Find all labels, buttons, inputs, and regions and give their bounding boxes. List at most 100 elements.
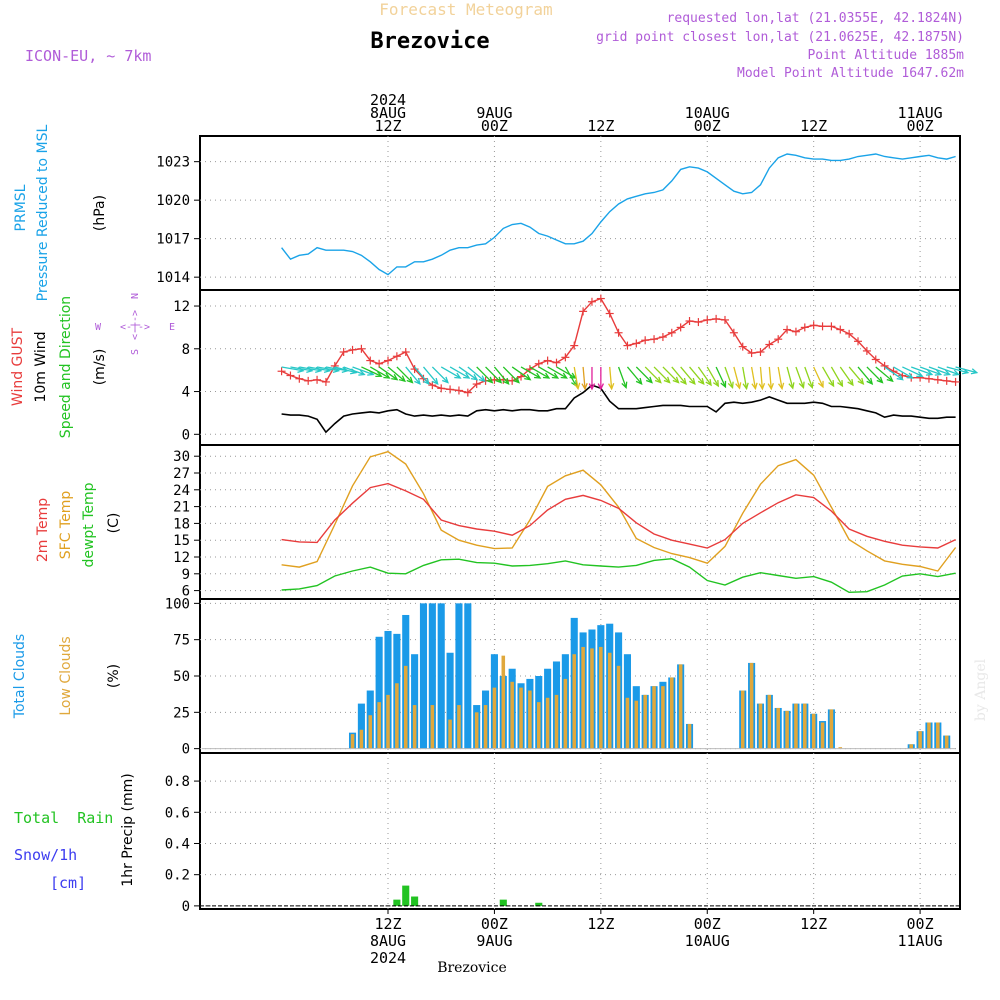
station-title: Brezovice (370, 29, 489, 54)
wind-arrow-shaft (875, 366, 894, 382)
wind-arrow (538, 366, 560, 379)
wind-arrow-head (767, 383, 774, 391)
gust-marker (587, 297, 596, 306)
low-cloud-bar (820, 722, 825, 749)
gust-marker (854, 337, 863, 346)
wind-arrow (724, 366, 734, 390)
gust-marker (658, 333, 667, 342)
wind-arrow-head (876, 376, 884, 384)
pressure-ytick-label: 1023 (156, 155, 190, 171)
wind-arrow (733, 366, 742, 390)
gust-marker (871, 355, 880, 364)
gust-marker (765, 340, 774, 349)
low-cloud-bar (785, 710, 789, 749)
wind-arrow-shaft (325, 366, 348, 372)
low-cloud-bar (909, 744, 913, 749)
wind-arrow (573, 366, 581, 391)
low-cloud-bar (652, 686, 656, 749)
compass-south: S (130, 349, 141, 355)
low-cloud-bar (519, 687, 523, 749)
gust-marker (454, 386, 463, 395)
pressure-title-line-1: Pressure Reduced to MSL (35, 124, 51, 301)
panels-layer (199, 135, 961, 910)
wind-arrow-shaft (626, 366, 643, 385)
wind-arrow-head (807, 381, 814, 390)
watermark: by Angel (973, 658, 989, 721)
gust-marker (623, 341, 632, 350)
wind-arrow (529, 366, 551, 379)
top-time-label: 00Z (481, 117, 508, 135)
low-cloud-bar (430, 705, 435, 749)
wind-arrow-shaft (671, 366, 687, 385)
wind-line (281, 384, 956, 434)
low-cloud-bar (829, 709, 834, 749)
wind-arrow (689, 366, 705, 385)
wind-arrow-shaft (405, 366, 421, 385)
wind-arrow-head (705, 378, 712, 387)
wind-arrow-shaft (786, 366, 794, 389)
wind-arrow-shaft (334, 366, 357, 374)
gust-marker (463, 388, 472, 397)
gust-marker (401, 348, 410, 356)
wind-ytick-label: 4 (182, 385, 190, 401)
low-cloud-bar (838, 747, 843, 749)
low-cloud-bar (607, 652, 612, 749)
wind-arrow-head (542, 372, 551, 379)
wind-arrow (458, 366, 479, 381)
wind-arrow-shaft (848, 366, 864, 385)
top-time-label: 11AUG (898, 104, 943, 122)
wind-arrow (813, 366, 824, 389)
precip-ytick-label: 0.2 (165, 868, 190, 884)
wind-arrow (848, 366, 865, 385)
wind-arrow (485, 366, 503, 384)
low-cloud-bar (625, 697, 630, 749)
wind-arrow-shaft (742, 366, 748, 389)
compass-rose: N S W E <-|-> <-|-> (95, 293, 175, 355)
top-time-label: 12Z (800, 117, 827, 135)
low-cloud-bar (803, 703, 807, 749)
gust-marker (951, 377, 960, 386)
wind-arrow (777, 366, 785, 391)
wind-arrow (607, 366, 615, 391)
clouds-title-line-0: Total Clouds (12, 634, 28, 719)
footer-station: Brezovice (437, 960, 507, 976)
wind-arrow-head (654, 376, 662, 384)
wind-title: Wind GUST 10m Wind Speed and Direction (… (10, 293, 175, 438)
wind-arrow (893, 366, 914, 379)
wind-arrow (884, 366, 904, 381)
temp-2m-line (281, 482, 956, 549)
wind-arrow (653, 366, 671, 384)
wind-arrow-shaft (724, 366, 734, 388)
wind-arrow (911, 366, 934, 376)
wind-arrow-head (383, 372, 391, 379)
gust-marker (366, 356, 375, 365)
temp-title-line-0: 2m Temp (35, 498, 51, 562)
wind-arrow-head (486, 376, 494, 384)
clouds-title: Total Clouds Low Clouds (%) (12, 634, 122, 719)
wind-arrow-head (906, 372, 914, 379)
wind-arrow-shaft (431, 366, 449, 383)
gust-marker (783, 325, 792, 334)
wind-ytick-label: 8 (182, 342, 190, 358)
wind-arrow-head (645, 376, 653, 384)
gust-marker (685, 317, 694, 325)
temp-title-line-1: SFC Temp (58, 491, 74, 560)
wind-arrow (467, 366, 486, 383)
wind-arrow-shaft (582, 366, 586, 389)
gust-marker (942, 376, 951, 385)
low-cloud-bar (412, 705, 417, 749)
gust-marker (277, 367, 286, 376)
temp-ytick-label: 27 (173, 466, 190, 482)
wind-arrow-shaft (928, 366, 950, 376)
wind-arrow-shaft (777, 366, 783, 389)
wind-arrow (369, 366, 391, 379)
wind-arrow-head (952, 369, 960, 376)
total-cloud-bar (375, 636, 383, 749)
wind-arrow-shaft (547, 366, 568, 379)
gust-marker (321, 377, 330, 386)
gust-marker (756, 348, 765, 356)
gust-marker (791, 327, 800, 336)
low-cloud-bar (572, 654, 577, 749)
wind-arrow-head (391, 374, 399, 381)
low-cloud-bar (403, 665, 408, 749)
